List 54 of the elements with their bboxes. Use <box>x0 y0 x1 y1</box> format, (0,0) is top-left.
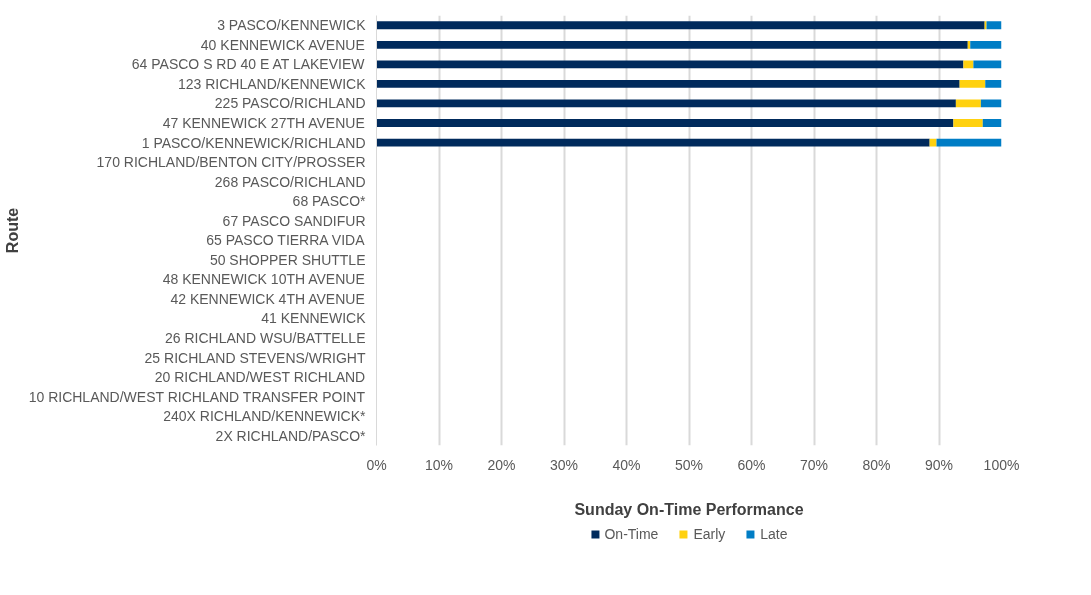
y-tick-label: 20 RICHLAND/WEST RICHLAND <box>154 369 366 386</box>
y-tick-label: 1 PASCO/KENNEWICK/RICHLAND <box>141 134 366 151</box>
bar <box>376 80 960 88</box>
bar <box>376 60 964 69</box>
y-tick-label: 48 KENNEWICK 10TH AVENUE <box>162 271 365 288</box>
x-tick-label: 40% <box>612 456 641 473</box>
bar <box>376 40 968 49</box>
y-tick-label: 42 KENNEWICK 4TH AVENUE <box>170 290 365 307</box>
y-tick-label: 268 PASCO/RICHLAND <box>214 173 366 190</box>
x-tick-label: 0% <box>366 456 387 473</box>
y-tick-label: 64 PASCO S RD 40 E AT LAKEVIEW <box>131 56 366 73</box>
y-tick-label: 170 RICHLAND/BENTON CITY/PROSSER <box>96 154 366 171</box>
y-tick-label: 40 KENNEWICK AVENUE <box>200 36 365 53</box>
y-tick-label: 2X RICHLAND/PASCO* <box>215 427 367 444</box>
y-tick-label: 225 PASCO/RICHLAND <box>214 95 366 112</box>
legend-label: On-Time <box>604 526 659 542</box>
bar <box>959 80 986 88</box>
bar <box>970 40 1002 49</box>
x-tick-label: 70% <box>799 456 829 473</box>
y-tick-label: 25 RICHLAND STEVENS/WRIGHT <box>144 349 366 366</box>
bar <box>985 80 1002 88</box>
bar <box>376 119 954 127</box>
y-tick-label: 123 RICHLAND/KENNEWICK <box>178 75 367 92</box>
y-tick-label: 68 PASCO* <box>292 193 367 210</box>
x-tick-label: 80% <box>862 456 891 473</box>
x-tick-label: 20% <box>487 456 516 473</box>
bar <box>986 21 1002 30</box>
y-tick-label: 26 RICHLAND WSU/BATTELLE <box>165 330 366 346</box>
x-axis-title: Sunday On-Time Performance <box>574 500 804 518</box>
y-tick-label: 10 RICHLAND/WEST RICHLAND TRANSFER POINT <box>28 388 366 405</box>
bar <box>982 119 1002 127</box>
legend-label: Early <box>693 526 726 542</box>
bar <box>376 138 930 147</box>
y-tick-label: 41 KENNEWICK <box>261 310 367 327</box>
x-tick-label: 10% <box>424 456 454 473</box>
x-tick-label: 90% <box>924 456 954 473</box>
y-tick-label: 240X RICHLAND/KENNEWICK* <box>163 408 367 425</box>
y-tick-label: 50 SHOPPER SHUTTLE <box>209 251 366 268</box>
y-tick-label: 3 PASCO/KENNEWICK <box>217 17 367 34</box>
y-tick-label: 65 PASCO TIERRA VIDA <box>206 232 366 249</box>
y-tick-label: 47 KENNEWICK 27TH AVENUE <box>162 115 365 131</box>
y-axis-title: Route <box>3 207 21 254</box>
bar <box>963 60 974 69</box>
x-tick-label: 100% <box>983 456 1020 473</box>
x-tick-label: 30% <box>549 456 579 473</box>
legend-label: Late <box>760 526 788 542</box>
bar <box>376 21 985 30</box>
bar <box>973 60 1002 69</box>
bar <box>929 138 937 147</box>
x-tick-label: 60% <box>737 456 766 473</box>
bar <box>955 99 981 108</box>
bar <box>953 119 983 127</box>
x-tick-label: 50% <box>674 456 704 473</box>
y-tick-label: 67 PASCO SANDIFUR <box>222 212 366 229</box>
